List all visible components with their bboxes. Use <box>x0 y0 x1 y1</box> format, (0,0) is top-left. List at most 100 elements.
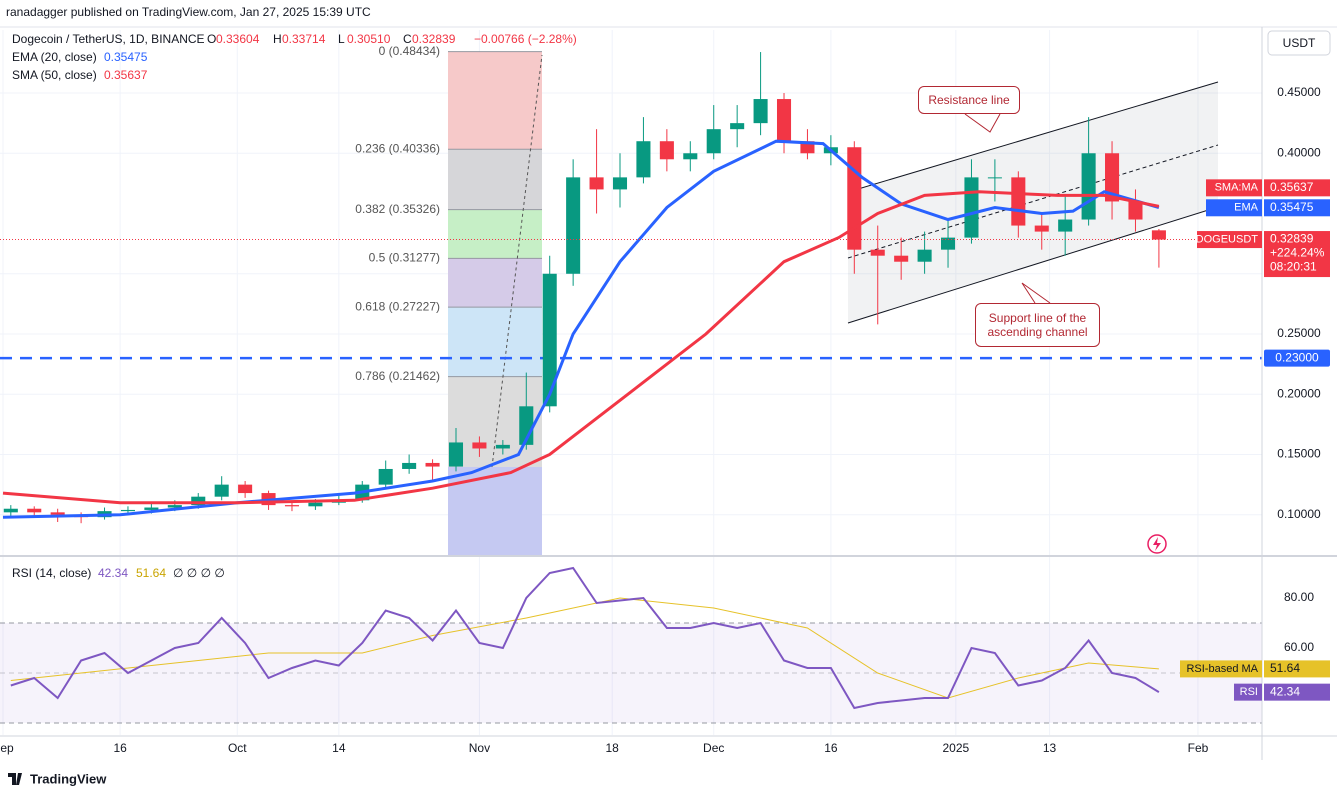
ohlc-key: H <box>273 32 282 46</box>
candle-body <box>941 237 956 250</box>
candle-body <box>378 468 393 485</box>
line-badge-value-box <box>1264 199 1330 217</box>
x-tick-label: Feb <box>1188 741 1209 755</box>
channel-fill <box>848 82 1218 323</box>
x-tick-label: Dec <box>703 741 724 755</box>
footer-brand: TradingView <box>30 771 107 786</box>
support-badge-text: 0.23000 <box>1275 350 1319 364</box>
candle-body <box>144 507 159 510</box>
callout-text: Resistance line <box>918 86 1020 114</box>
fib-label: 0.786 (0.21462) <box>355 369 440 383</box>
candle-body <box>167 505 182 508</box>
fib-label: 0.618 (0.27227) <box>355 299 440 313</box>
price-badge-change: +224.24% <box>1270 246 1325 260</box>
candle-body <box>964 177 979 238</box>
callout-pointer <box>964 113 1001 133</box>
price-plot <box>0 52 1262 524</box>
fibonacci <box>448 51 542 555</box>
legend-value: 0.35475 <box>104 50 148 64</box>
candle-body <box>425 462 440 467</box>
line-badge <box>1206 179 1262 197</box>
candle-body <box>1034 225 1049 232</box>
legend: Dogecoin / TetherUS, 1D, BINANCE EMA (20… <box>12 32 225 580</box>
y-tick-label: 60.00 <box>1284 640 1314 654</box>
candle-body <box>448 442 464 467</box>
fib-zone <box>448 258 542 308</box>
rsi-line <box>10 597 1159 699</box>
moving-average <box>2 139 1160 519</box>
candle-body <box>284 505 300 507</box>
candle-body <box>917 249 932 262</box>
rsi-badge-label: RSI <box>1240 686 1258 698</box>
line-badge-label: EMA <box>1234 202 1259 214</box>
footer-logo: TradingView <box>8 771 107 786</box>
ohlc-change: −0.00766 (−2.28%) <box>474 32 577 46</box>
support-callout: Support line of the ascending channel <box>975 303 1100 347</box>
rsi-badge-value-box <box>1264 683 1330 701</box>
line-badge-label: SMA:MA <box>1215 182 1259 194</box>
price-badge-symbol: DOGEUSDT <box>1196 233 1259 245</box>
fib-label: 0.236 (0.40336) <box>355 141 440 155</box>
ohlc-value: 0.33604 <box>216 32 260 46</box>
candle-body <box>566 177 581 274</box>
y-tick-label: 0.40000 <box>1277 145 1321 159</box>
ohlc-key: L <box>338 32 345 46</box>
attribution: ranadagger published on TradingView.com,… <box>6 5 371 19</box>
ohlc-value: 0.32839 <box>412 32 456 46</box>
ohlc-value: 0.33714 <box>282 32 326 46</box>
alert-icon[interactable] <box>1147 534 1167 554</box>
y-tick-label: 0.20000 <box>1277 386 1321 400</box>
candle-body <box>1081 153 1096 220</box>
legend-name: EMA (20, close) <box>12 50 97 64</box>
fib-label: 0.382 (0.35326) <box>355 202 440 216</box>
resistance-callout: Resistance line <box>918 86 1020 114</box>
candle-body <box>894 255 909 262</box>
x-tick-label: 14 <box>332 741 346 755</box>
candle-body <box>730 123 745 130</box>
candle-body <box>589 177 604 190</box>
rsi-badge-label-box <box>1234 683 1262 701</box>
y-tick-label: 80.00 <box>1284 590 1314 604</box>
callout-text: Support line of the ascending channel <box>975 303 1100 347</box>
candle-body <box>776 99 792 142</box>
x-tick-label: 2025 <box>942 741 969 755</box>
x-tick-label: 16 <box>824 741 838 755</box>
candle-body <box>706 129 721 154</box>
x-tick-label: 16 <box>113 741 127 755</box>
rsi-badge-label-box <box>1180 660 1262 678</box>
callout-pointer <box>1021 282 1051 304</box>
alert-bolt <box>1153 537 1161 551</box>
legend-name: SMA (50, close) <box>12 68 97 82</box>
candle-body <box>636 141 651 178</box>
candle-body <box>472 442 487 449</box>
fib-zone <box>448 149 542 210</box>
fib-label: 0 (0.48434) <box>379 44 440 58</box>
legend-value: 51.64 <box>136 566 166 580</box>
x-tick-label: Nov <box>469 741 490 755</box>
candle-body <box>987 177 1002 179</box>
candle-body <box>683 153 698 160</box>
ohlc-key: O <box>207 32 216 46</box>
y-tick-label: 0.45000 <box>1277 85 1321 99</box>
candle-body <box>120 509 135 512</box>
y-tick-label: 0.10000 <box>1277 507 1321 521</box>
x-tick-label: 18 <box>606 741 620 755</box>
candle-body <box>612 177 628 190</box>
candle-body <box>402 462 417 469</box>
legend-value: 0.35637 <box>104 68 148 82</box>
ohlc-value: 0.30510 <box>347 32 391 46</box>
candle-body <box>214 484 229 497</box>
price-badge-value: 0.32839 <box>1270 232 1314 246</box>
x-tick-label: Oct <box>228 741 247 755</box>
currency-button[interactable] <box>1267 30 1331 56</box>
fib-extension-zone <box>448 467 542 555</box>
candle-body <box>191 496 206 506</box>
price-badge-countdown: 08:20:31 <box>1270 260 1317 274</box>
candle-body <box>1011 177 1026 226</box>
support-line <box>847 206 1219 324</box>
candle-body <box>1058 219 1073 232</box>
candle-body <box>870 249 885 256</box>
candle-body <box>50 512 65 515</box>
